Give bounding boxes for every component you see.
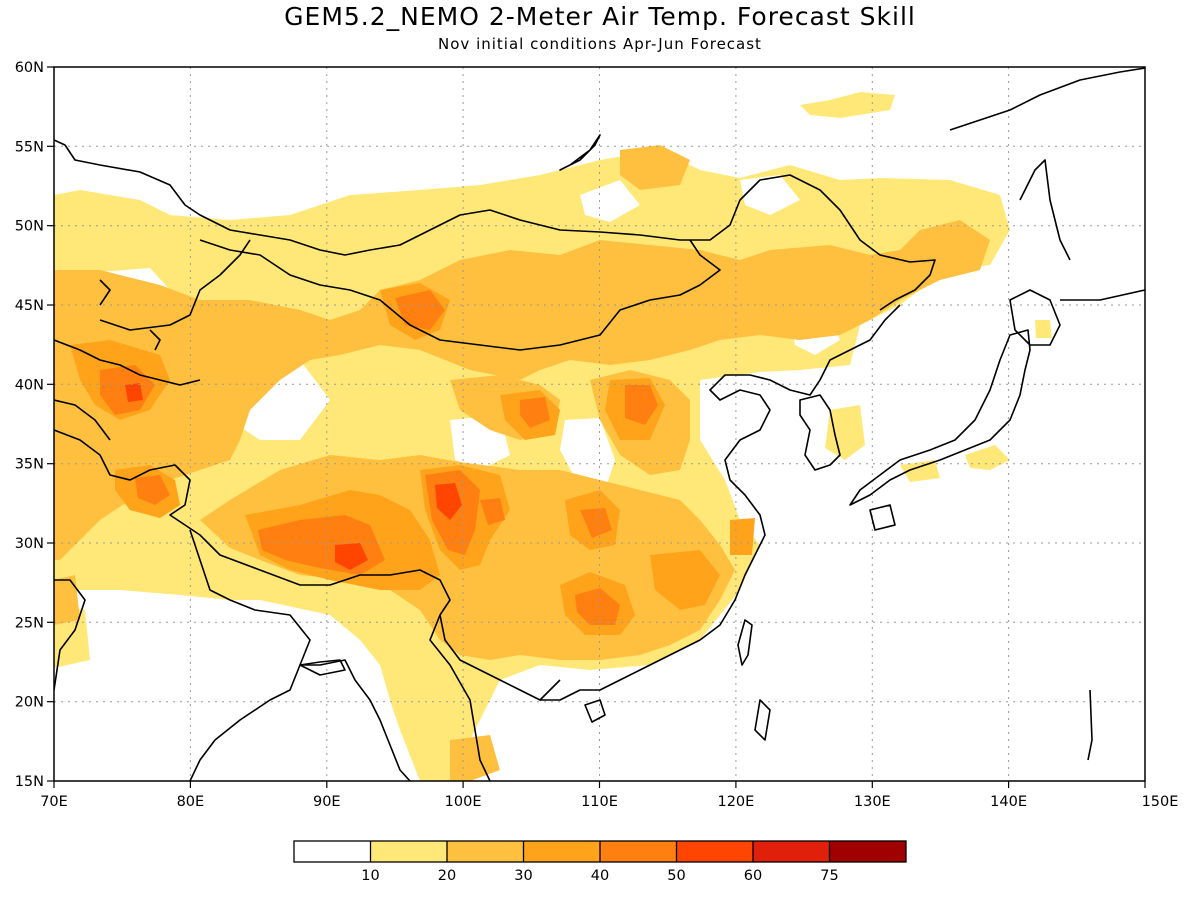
skill-region-20-30 (620, 145, 690, 190)
skill-region-10-20 (800, 92, 895, 118)
lat-label: 25N (15, 615, 44, 631)
lon-label: 80E (177, 794, 205, 810)
colorbar-label: 30 (514, 868, 532, 884)
skill-region-40-50 (520, 397, 550, 428)
colorbar-swatch (753, 841, 830, 862)
x-ticks (53, 781, 1146, 788)
colorbar-swatch (523, 841, 600, 862)
y-ticks (47, 66, 54, 782)
skill-region-30-40 (730, 518, 755, 555)
lon-label: 70E (40, 794, 68, 810)
skill-region-20-30 (54, 430, 90, 525)
lat-label: 60N (15, 60, 44, 76)
lon-labels: 70E 80E 90E 100E 110E 120E 130E 140E 150… (40, 794, 1178, 810)
lon-label: 110E (581, 794, 618, 810)
skill-region-50-60 (335, 543, 368, 570)
skill-region-40-50 (575, 588, 620, 625)
skill-region-40-50 (395, 290, 445, 330)
colorbar: 10 20 30 40 50 60 75 (293, 840, 907, 884)
lat-label: 15N (15, 774, 44, 790)
skill-region-50-60 (125, 383, 143, 402)
lon-label: 100E (445, 794, 482, 810)
lat-label: 50N (15, 219, 44, 235)
lat-label: 40N (15, 377, 44, 393)
skill-region-10-20 (1035, 320, 1052, 338)
lat-label: 45N (15, 298, 44, 314)
colorbar-swatch (600, 841, 677, 862)
map-subtitle: Nov initial conditions Apr-Jun Forecast (438, 35, 762, 53)
map-title: GEM5.2_NEMO 2-Meter Air Temp. Forecast S… (284, 2, 916, 31)
skill-region-below-10 (560, 418, 615, 490)
lon-label: 120E (717, 794, 754, 810)
colorbar-swatch (676, 841, 753, 862)
lon-label: 130E (854, 794, 891, 810)
lat-label: 20N (15, 695, 44, 711)
skill-region-20-30 (450, 735, 500, 781)
skill-field (54, 92, 1052, 781)
skill-region-40-50 (580, 508, 612, 538)
colorbar-swatch (370, 841, 447, 862)
skill-region-20-30 (54, 575, 80, 625)
colorbar-label: 10 (361, 868, 379, 884)
lat-label: 35N (15, 457, 44, 473)
lat-label: 55N (15, 139, 44, 155)
colorbar-swatch (447, 841, 524, 862)
lat-labels: 15N 20N 25N 30N 35N 40N 45N 50N 55N 60N (15, 60, 44, 790)
colorbar-swatch (829, 841, 906, 862)
colorbar-label: 60 (744, 868, 762, 884)
colorbar-swatch (294, 841, 371, 862)
colorbar-label: 50 (667, 868, 685, 884)
colorbar-label: 75 (820, 868, 838, 884)
skill-region-10-20 (900, 460, 940, 482)
lon-label: 150E (1142, 794, 1179, 810)
lat-label: 30N (15, 536, 44, 552)
colorbar-label: 20 (438, 868, 456, 884)
skill-region-30-40 (650, 550, 720, 610)
lon-label: 140E (990, 794, 1027, 810)
skill-region-40-50 (480, 498, 505, 525)
lon-label: 90E (313, 794, 341, 810)
skill-region-40-50 (625, 385, 658, 425)
skill-region-below-10 (580, 180, 640, 222)
colorbar-label: 40 (591, 868, 609, 884)
coastlines (54, 67, 1145, 781)
skill-region-10-20 (825, 405, 865, 460)
skill-region-50-60 (435, 483, 462, 520)
skill-region-10-20 (965, 445, 1010, 470)
skill-region-40-50 (135, 475, 170, 505)
